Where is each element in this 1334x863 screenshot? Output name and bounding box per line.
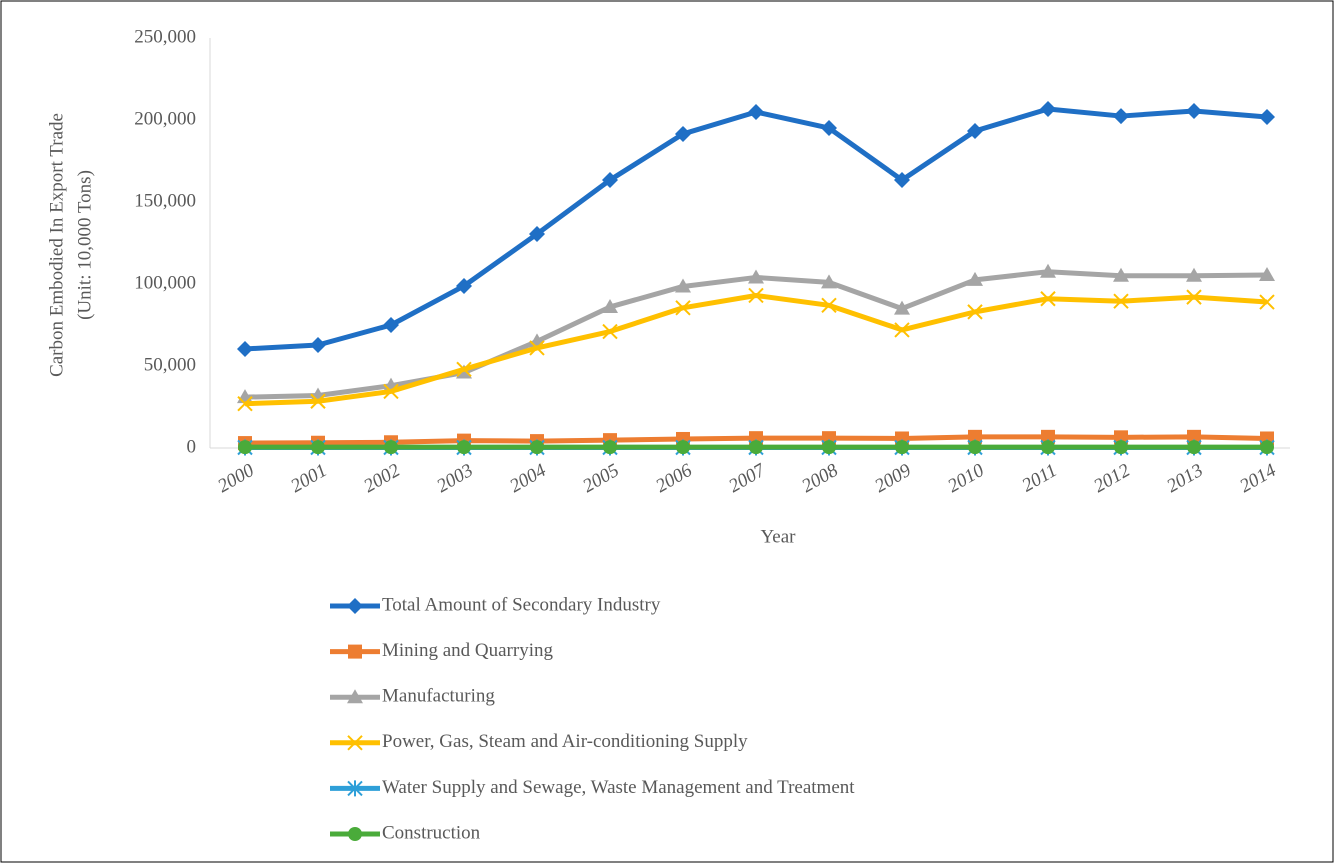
marker <box>821 274 837 289</box>
marker <box>675 278 691 293</box>
marker <box>1259 294 1275 310</box>
marker <box>602 323 618 340</box>
y-tick-label: 250,000 <box>134 26 196 47</box>
marker <box>602 172 618 189</box>
marker <box>968 440 982 455</box>
legend-marker <box>348 827 362 841</box>
marker <box>1040 263 1056 278</box>
legend-marker <box>348 644 362 659</box>
y-tick-label: 200,000 <box>134 108 196 129</box>
marker <box>967 271 983 286</box>
marker <box>1186 267 1202 282</box>
marker <box>384 440 398 455</box>
marker <box>894 172 910 189</box>
marker <box>238 440 252 455</box>
legend-marker <box>347 735 363 751</box>
marker <box>311 440 325 455</box>
marker <box>1186 102 1202 119</box>
marker <box>237 340 253 357</box>
marker <box>821 120 837 137</box>
marker <box>456 277 472 294</box>
legend-label: Power, Gas, Steam and Air-conditioning S… <box>382 731 748 752</box>
marker <box>310 337 326 354</box>
x-axis-label: Year <box>760 526 796 547</box>
marker <box>237 396 253 412</box>
y-tick-label: 100,000 <box>134 272 196 293</box>
legend-marker <box>347 689 363 704</box>
legend-label: Total Amount of Secondary Industry <box>382 594 661 615</box>
marker <box>821 297 837 314</box>
marker <box>967 304 983 320</box>
marker <box>748 287 764 304</box>
marker <box>602 298 618 313</box>
marker <box>1259 266 1275 281</box>
marker <box>1260 440 1274 455</box>
marker <box>457 440 471 455</box>
marker <box>1259 109 1275 126</box>
marker <box>529 340 545 356</box>
legend-marker <box>347 598 363 614</box>
marker <box>894 300 910 315</box>
marker <box>529 225 545 242</box>
marker <box>383 383 399 400</box>
marker <box>749 440 763 455</box>
marker <box>1114 430 1128 445</box>
marker <box>1186 289 1202 305</box>
marker <box>456 361 472 377</box>
marker <box>1187 429 1201 444</box>
legend-label: Mining and Quarrying <box>382 640 553 661</box>
legend-label: Manufacturing <box>382 686 495 707</box>
marker <box>1041 429 1055 444</box>
marker <box>676 440 690 455</box>
y-axis-label: (Unit: 10,000 Tons) <box>74 170 95 320</box>
marker <box>1113 293 1129 309</box>
y-tick-label: 150,000 <box>134 190 196 211</box>
marker <box>675 125 691 142</box>
marker <box>1187 440 1201 455</box>
marker <box>894 322 910 338</box>
marker <box>1113 267 1129 282</box>
legend-label: Water Supply and Sewage, Waste Managemen… <box>382 777 855 798</box>
marker <box>310 393 326 409</box>
marker <box>1114 440 1128 455</box>
marker <box>675 300 691 316</box>
marker <box>748 269 764 284</box>
marker <box>967 122 983 139</box>
marker <box>748 103 764 120</box>
legend-marker <box>347 780 363 797</box>
y-tick-label: 0 <box>187 436 197 457</box>
marker <box>1113 108 1129 125</box>
marker <box>968 429 982 444</box>
marker <box>530 440 544 455</box>
legend-label: Construction <box>382 822 481 843</box>
y-axis-label: Carbon Embodied In Export Trade <box>46 113 67 377</box>
marker <box>383 317 399 333</box>
marker <box>1040 101 1056 118</box>
y-tick-label: 50,000 <box>144 354 196 375</box>
marker <box>1041 440 1055 455</box>
marker <box>603 440 617 455</box>
marker <box>822 440 836 455</box>
marker <box>895 440 909 455</box>
marker <box>1040 291 1056 307</box>
